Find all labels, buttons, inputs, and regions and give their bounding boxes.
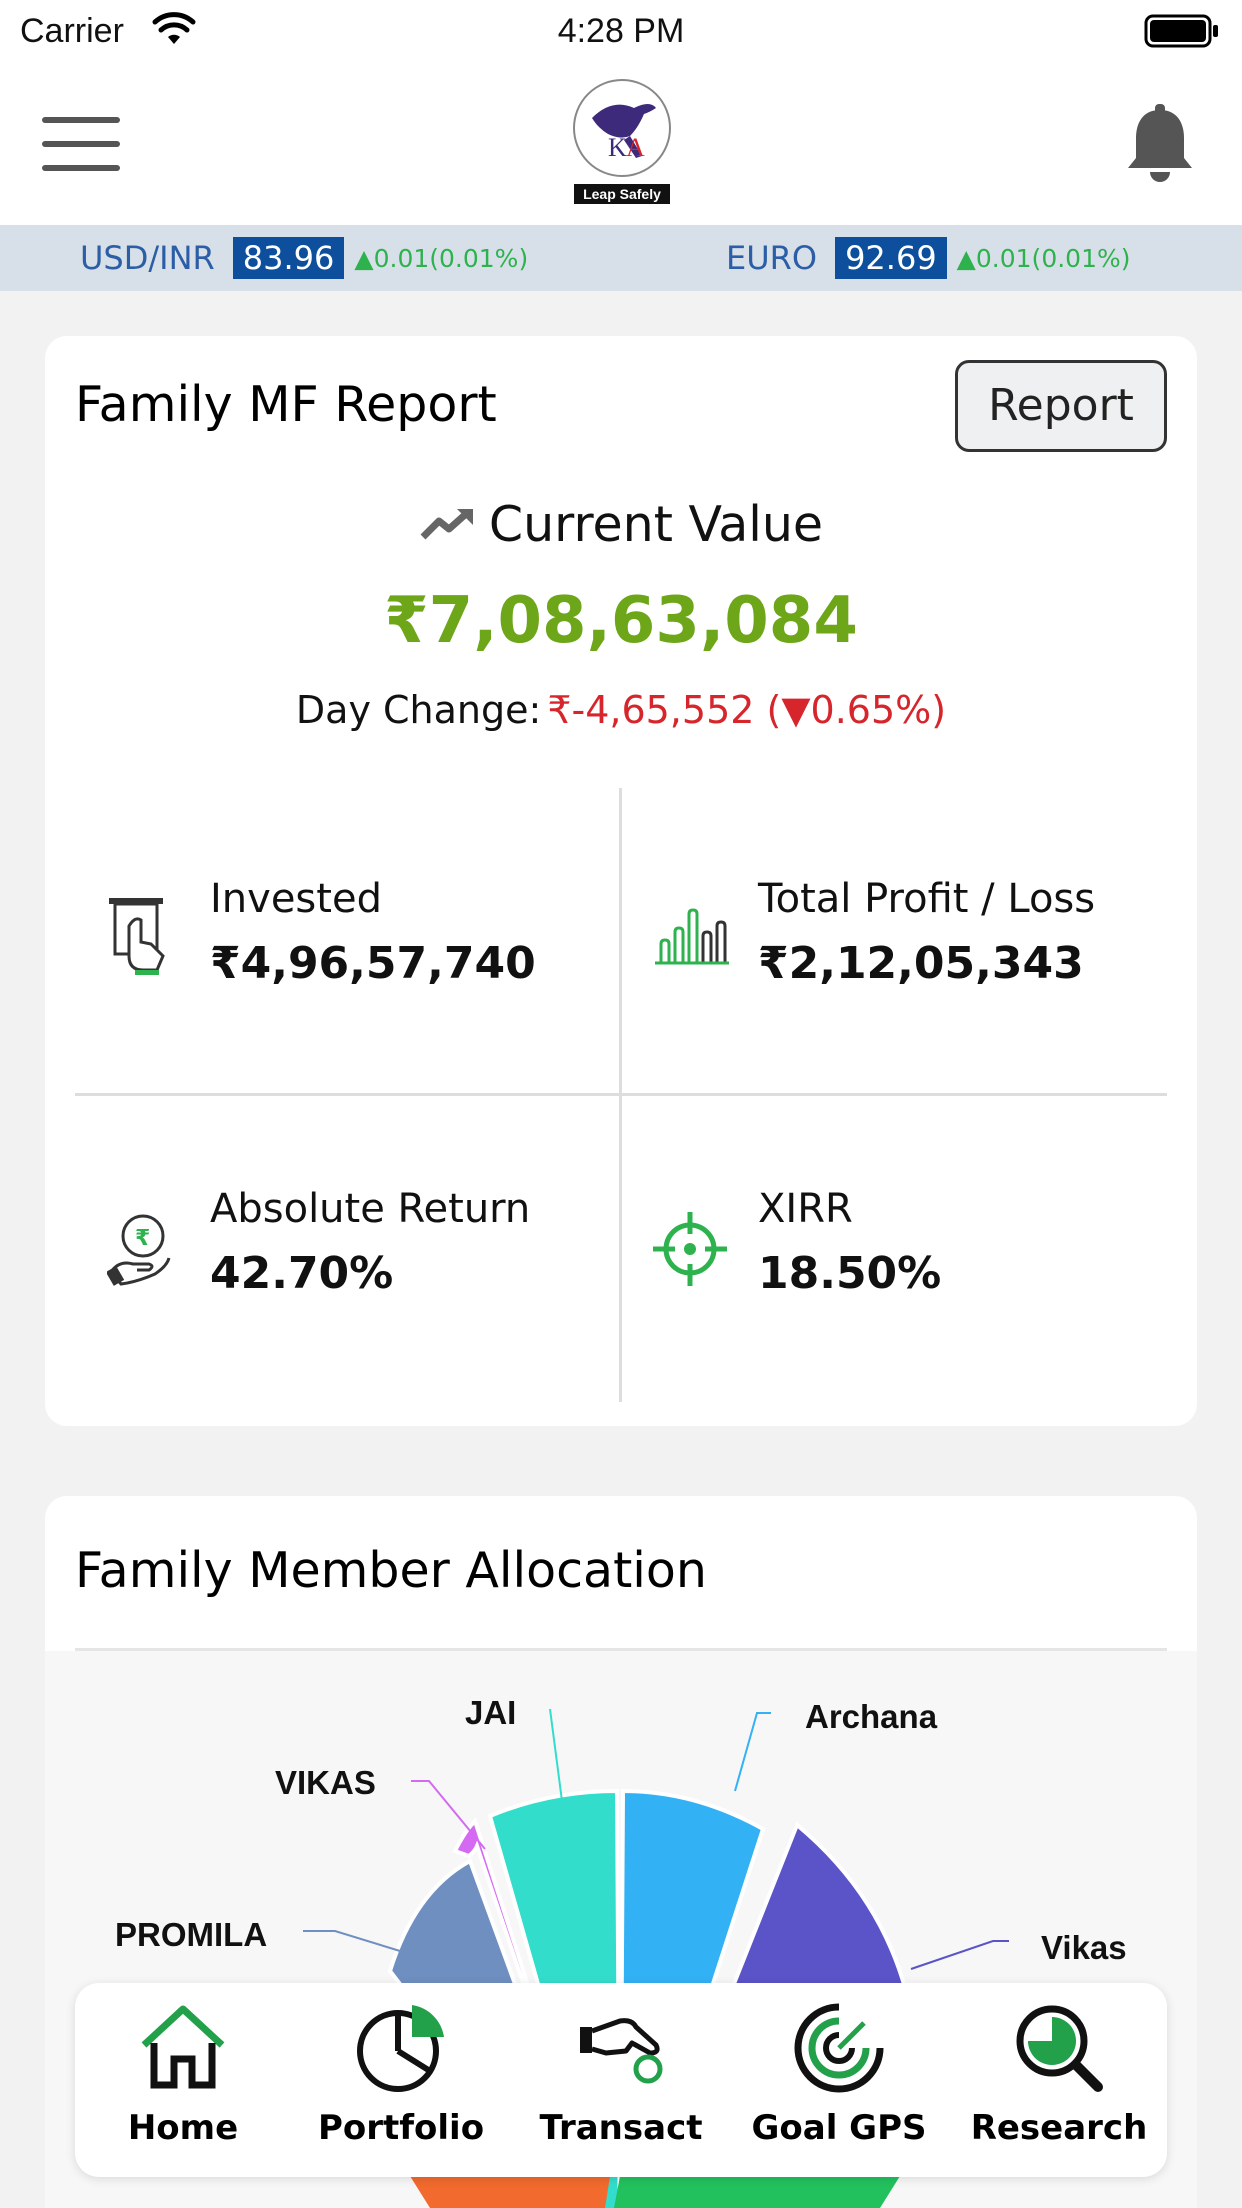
- hamburger-menu-icon[interactable]: [42, 117, 120, 173]
- nav-research[interactable]: Research: [959, 2003, 1159, 2163]
- day-change-row: Day Change: ₹-4,65,552 (▼0.65%): [45, 688, 1197, 732]
- nav-home[interactable]: Home: [83, 2003, 283, 2163]
- svg-text:₹: ₹: [135, 1226, 150, 1251]
- pie-label-archana: Archana: [805, 1698, 938, 1735]
- pie-label-jai: JAI: [465, 1694, 517, 1731]
- nav-transact[interactable]: Transact: [521, 2003, 721, 2163]
- status-bar: Carrier 4:28 PM: [0, 0, 1242, 62]
- app-logo: K A Leap Safely: [572, 78, 672, 204]
- hand-coin-icon: [576, 2003, 666, 2093]
- stat-label: Absolute Return: [210, 1186, 531, 1232]
- rupee-hand-icon: ₹: [105, 1212, 173, 1290]
- nav-label: Portfolio: [317, 2108, 485, 2148]
- ticker-euro: EURO 92.69 ▲0.01(0.01%): [726, 237, 1131, 279]
- pie-label-promila: PROMILA: [115, 1916, 268, 1953]
- nav-label: Home: [127, 2108, 239, 2148]
- goal-gps-icon: [794, 2003, 884, 2093]
- stat-label: XIRR: [758, 1186, 853, 1232]
- currency-ticker: USD/INR 83.96 ▲0.01(0.01%) EURO 92.69 ▲0…: [0, 225, 1242, 291]
- ticker-change: ▲0.01(0.01%): [956, 243, 1131, 273]
- report-button[interactable]: Report: [955, 360, 1167, 452]
- bar-chart-icon: [653, 906, 729, 970]
- target-icon: [651, 1210, 729, 1292]
- notification-bell-icon[interactable]: [1126, 102, 1194, 190]
- trending-up-icon: [419, 503, 477, 547]
- ticker-usd-inr: USD/INR 83.96 ▲0.01(0.01%): [80, 237, 528, 279]
- current-value-amount: ₹7,08,63,084: [384, 584, 858, 658]
- ticker-name: USD/INR: [80, 239, 215, 277]
- battery-icon: [1144, 14, 1220, 53]
- stats-horizontal-divider: [75, 1093, 1167, 1096]
- research-icon: [1014, 2003, 1104, 2093]
- pie-slice-vikas-upper: [452, 1817, 602, 2208]
- carrier-label: Carrier: [20, 12, 124, 50]
- app-header: K A Leap Safely: [0, 62, 1242, 225]
- stat-value: 42.70%: [210, 1248, 394, 1299]
- pie-label-vikas-lower: Vikas: [1041, 1929, 1127, 1966]
- pie-chart-icon: [356, 2003, 446, 2093]
- card-divider: [75, 1648, 1167, 1651]
- family-mf-report-card: Family MF Report Report Current Value ₹7…: [45, 336, 1197, 1426]
- logo-tagline: Leap Safely: [574, 184, 670, 204]
- day-change-value: ₹-4,65,552 (▼0.65%): [547, 688, 947, 732]
- stat-value: ₹2,12,05,343: [758, 938, 1084, 989]
- nav-label: Transact: [539, 2108, 703, 2148]
- logo-letter-a: A: [626, 133, 645, 162]
- stat-label: Total Profit / Loss: [758, 876, 1096, 922]
- ticker-name: EURO: [726, 239, 818, 277]
- stat-value: 18.50%: [758, 1248, 942, 1299]
- stat-label: Invested: [210, 876, 382, 922]
- card-title: Family MF Report: [75, 376, 497, 433]
- nav-label: Research: [970, 2108, 1148, 2148]
- ticker-change: ▲0.01(0.01%): [354, 243, 529, 273]
- invest-icon: [107, 896, 171, 980]
- nav-portfolio[interactable]: Portfolio: [301, 2003, 501, 2163]
- pie-overflow-bottom: [410, 2176, 900, 2208]
- nav-label: Goal GPS: [751, 2108, 927, 2148]
- clock-time: 4:28 PM: [557, 12, 685, 50]
- pie-label-vikas-upper: VIKAS: [275, 1764, 376, 1801]
- ticker-value: 92.69: [835, 237, 947, 279]
- logo-letter-k: K: [608, 133, 627, 162]
- day-change-label: Day Change:: [295, 688, 542, 732]
- ticker-value: 83.96: [232, 237, 345, 279]
- stat-value: ₹4,96,57,740: [210, 938, 536, 989]
- home-icon: [138, 2003, 228, 2093]
- wifi-icon: [152, 12, 196, 51]
- card-title: Family Member Allocation: [75, 1542, 707, 1599]
- nav-goal-gps[interactable]: Goal GPS: [739, 2003, 939, 2163]
- current-value-label: Current Value: [488, 496, 824, 553]
- current-value-row: Current Value: [45, 496, 1197, 553]
- bottom-navigation-bar: Home Portfolio Transact: [75, 1983, 1167, 2177]
